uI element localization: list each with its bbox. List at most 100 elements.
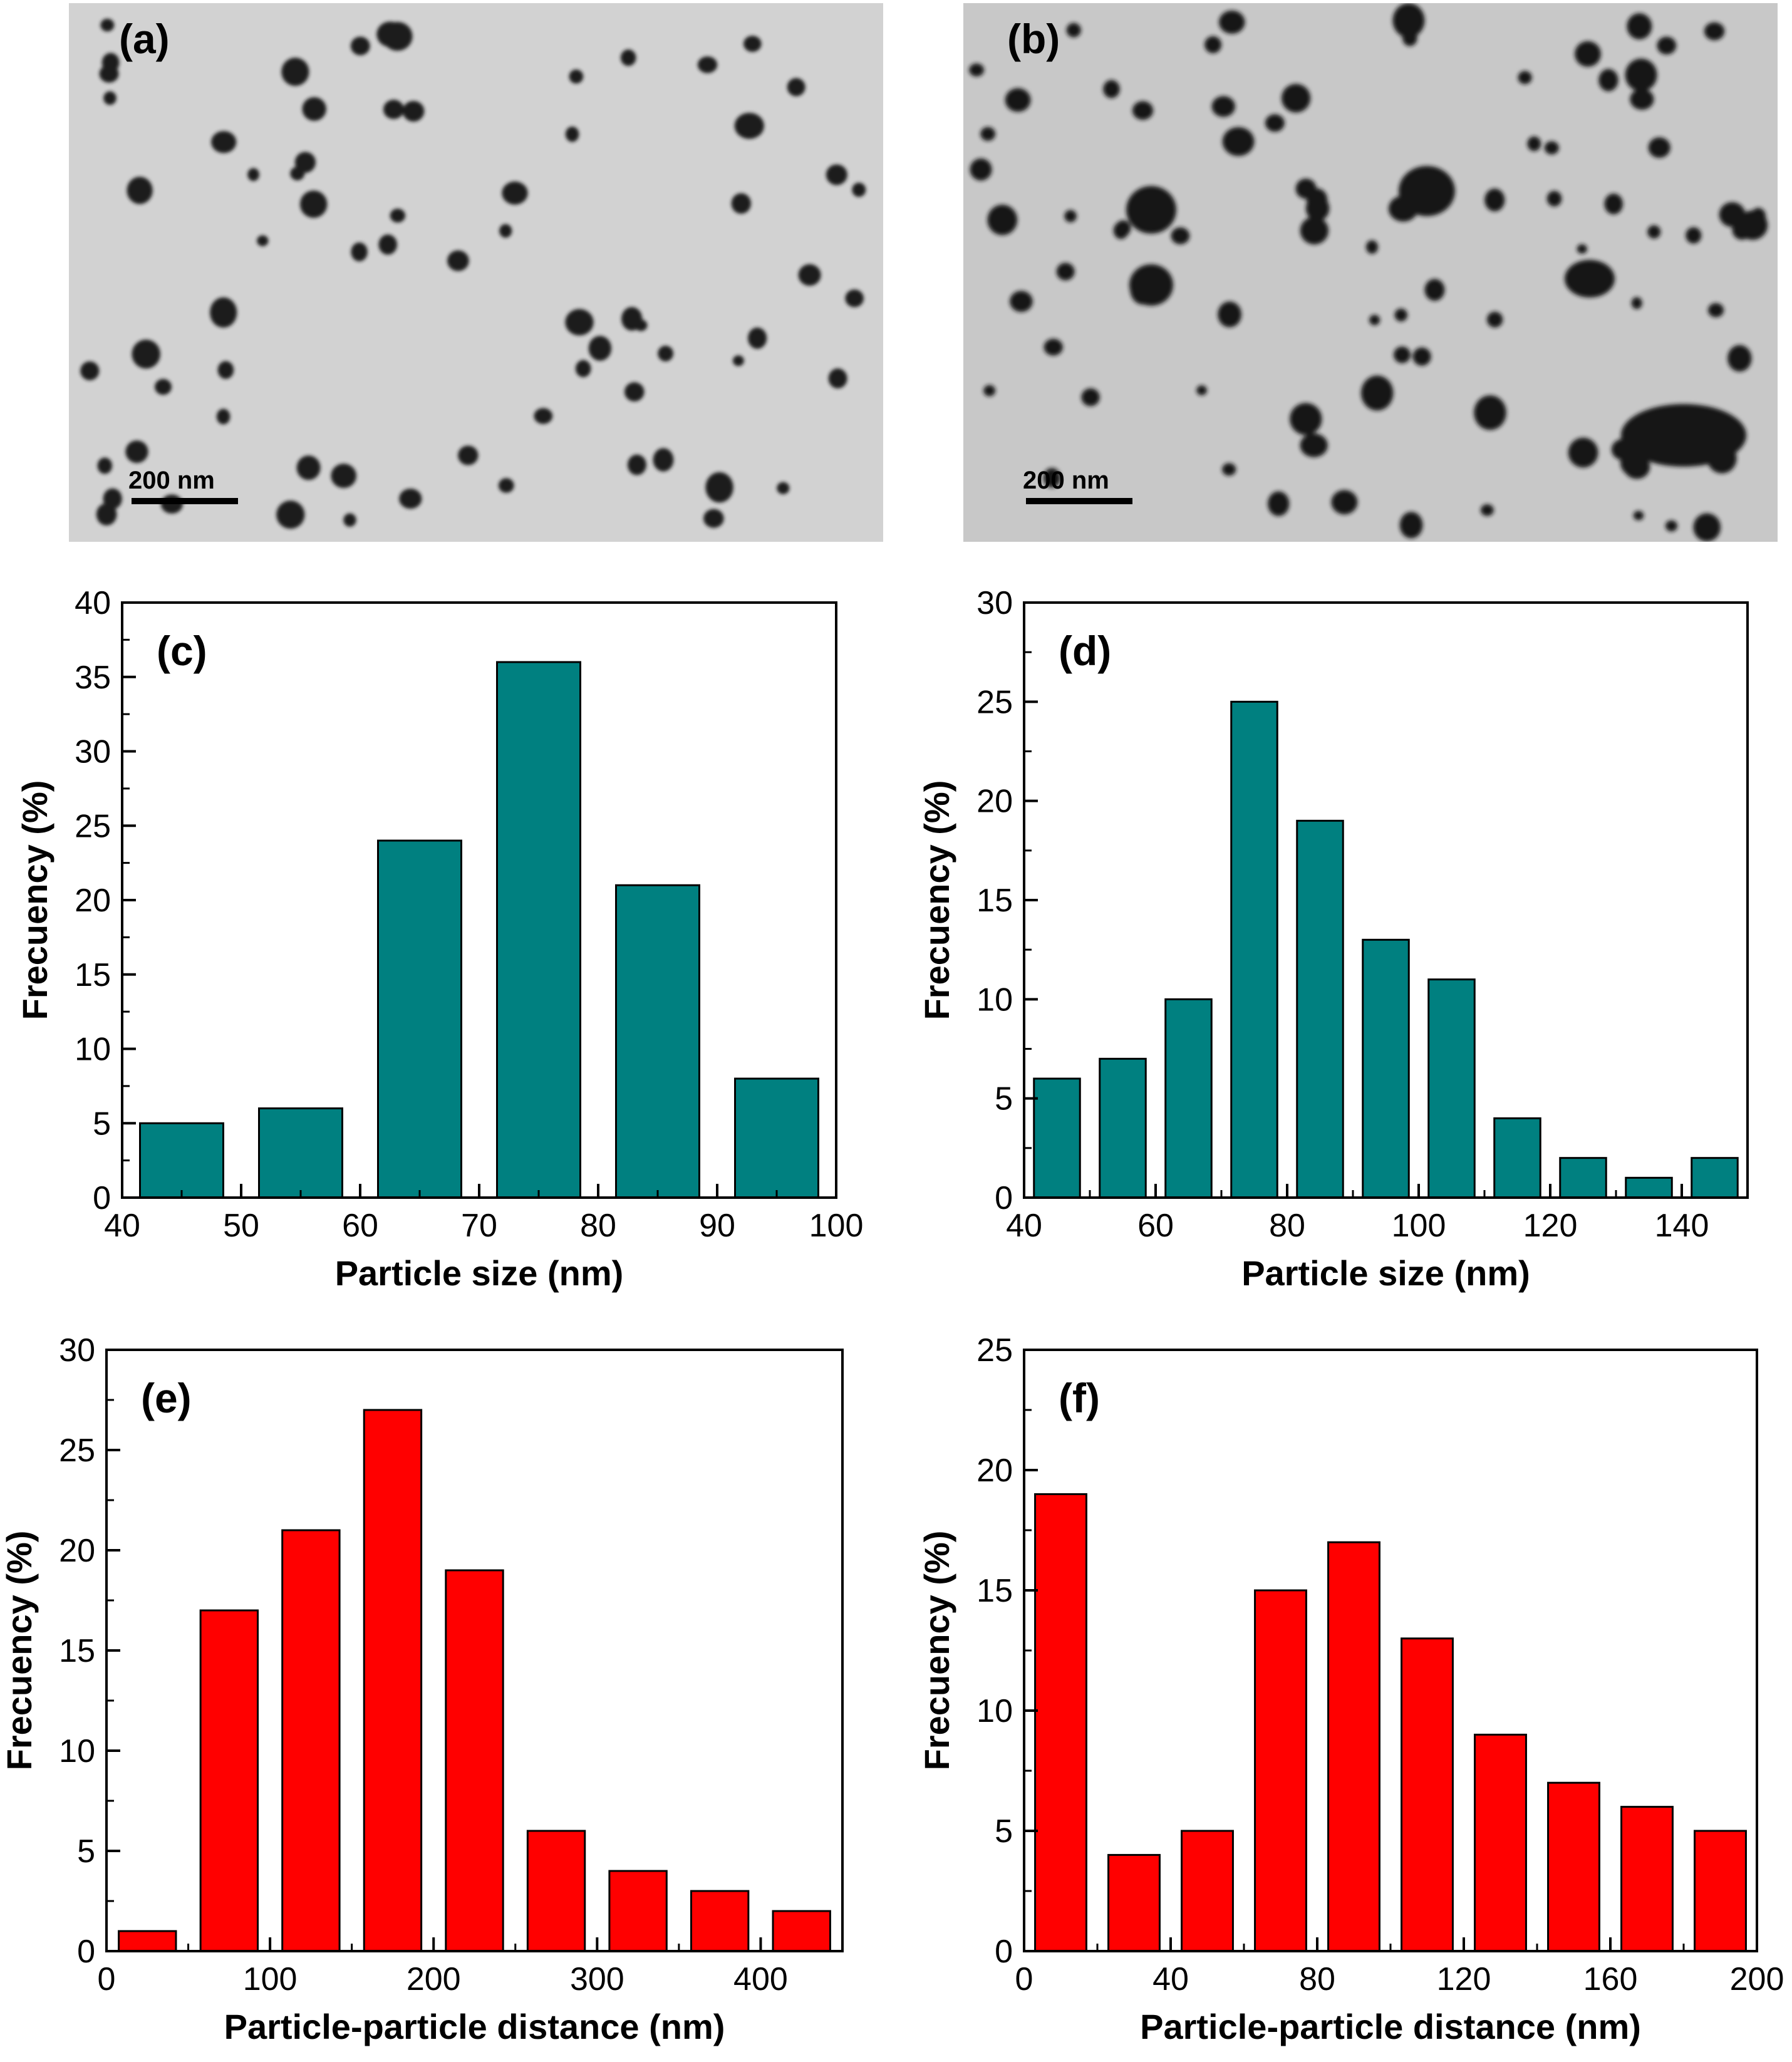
nanoparticle <box>1565 260 1615 298</box>
histogram-bar <box>1427 978 1476 1199</box>
histogram-bar <box>1181 1830 1234 1952</box>
nanoparticle <box>390 209 406 223</box>
nanoparticle <box>624 382 645 402</box>
nanoparticle <box>302 97 326 121</box>
histogram-bar <box>608 1870 668 1952</box>
y-tick-label: 30 <box>976 585 1013 621</box>
nanoparticle <box>247 168 259 182</box>
nanoparticle <box>1412 347 1431 366</box>
histogram-bar <box>1694 1830 1747 1952</box>
histogram-bar <box>734 1077 819 1199</box>
nanoparticle <box>734 113 764 139</box>
x-tick-label: 80 <box>1299 1961 1335 1997</box>
nanoparticle <box>653 448 674 472</box>
nanoparticle <box>498 478 514 493</box>
nanoparticle <box>1010 291 1033 313</box>
nanoparticle <box>1575 41 1601 67</box>
nanoparticle <box>1727 345 1752 372</box>
nanoparticle <box>575 360 591 378</box>
nanoparticle <box>969 63 985 77</box>
y-tick-label: 10 <box>976 982 1013 1018</box>
y-tick-label: 10 <box>59 1733 95 1769</box>
y-tick-label: 20 <box>976 1453 1013 1489</box>
tem-image-a: (a) 200 nm <box>69 3 883 542</box>
nanoparticle <box>1657 36 1677 54</box>
histogram-bar <box>1033 1077 1081 1199</box>
y-axis-title: Frecuency (%) <box>917 780 956 1020</box>
x-tick-label: 400 <box>733 1961 788 1997</box>
nanoparticle <box>970 158 992 181</box>
nanoparticle <box>1361 375 1394 411</box>
nanoparticle <box>1044 338 1063 356</box>
nanoparticle <box>1132 101 1154 120</box>
nanoparticle <box>787 78 805 96</box>
nanoparticle <box>1693 513 1721 542</box>
nanoparticle <box>281 58 309 86</box>
scale-bar-a <box>132 498 238 504</box>
nanoparticle <box>383 100 404 120</box>
nanoparticle <box>1648 137 1670 158</box>
y-tick-label: 20 <box>976 784 1013 820</box>
y-tick-label: 10 <box>976 1693 1013 1729</box>
histogram-bar <box>1107 1853 1161 1952</box>
nanoparticle <box>565 127 579 142</box>
histogram-bar <box>1164 998 1213 1199</box>
nanoparticle <box>296 455 321 480</box>
histogram-bar <box>258 1107 343 1199</box>
y-tick-label: 30 <box>59 1332 95 1369</box>
nanoparticle <box>1113 222 1129 239</box>
nanoparticle <box>1218 301 1241 328</box>
histogram-bar <box>199 1609 259 1952</box>
nanoparticle <box>1424 279 1445 301</box>
nanoparticle <box>1196 385 1207 396</box>
x-axis-title: Particle-particle distance (nm) <box>1140 2007 1641 2046</box>
nanoparticle <box>852 182 866 197</box>
nanoparticles-a <box>80 18 866 529</box>
nanoparticle <box>1474 395 1506 430</box>
nanoparticle <box>1307 188 1328 211</box>
nanoparticle <box>1751 207 1766 225</box>
tem-image-b: (b) 200 nm <box>963 3 1778 542</box>
x-tick-label: 120 <box>1437 1961 1491 1997</box>
nanoparticle <box>1282 84 1311 113</box>
nanoparticle <box>697 56 718 73</box>
x-tick-label: 80 <box>1269 1208 1305 1244</box>
x-tick-label: 140 <box>1655 1208 1709 1244</box>
nanoparticle <box>499 224 512 238</box>
y-tick-label: 5 <box>77 1833 95 1870</box>
histogram-bar <box>281 1529 341 1952</box>
nanoparticle <box>1568 437 1598 468</box>
nanoparticle <box>1392 3 1425 38</box>
nanoparticle <box>1399 166 1455 216</box>
nanoparticle <box>1686 227 1702 244</box>
y-tick-label: 25 <box>59 1433 95 1469</box>
y-tick-label: 15 <box>59 1633 95 1669</box>
histogram-bar <box>377 839 462 1199</box>
nanoparticle <box>1621 404 1746 467</box>
nanoparticle <box>731 193 752 214</box>
x-tick-label: 200 <box>407 1961 461 1997</box>
x-axis-title: Particle size (nm) <box>335 1253 624 1293</box>
nanoparticle <box>828 368 847 389</box>
panel-label: (f) <box>1059 1375 1100 1421</box>
nanoparticles-b <box>969 3 1768 542</box>
x-tick-label: 100 <box>1392 1208 1446 1244</box>
nanoparticle <box>1005 88 1031 112</box>
x-tick-label: 60 <box>1137 1208 1174 1244</box>
nanoparticle <box>402 101 425 122</box>
nanoparticle <box>1219 10 1245 34</box>
nanoparticle <box>1365 240 1379 254</box>
x-tick-label: 0 <box>1015 1961 1033 1997</box>
nanoparticle <box>1300 217 1328 245</box>
nanoparticle <box>1480 504 1494 516</box>
nanoparticle <box>1331 490 1358 515</box>
nanoparticle <box>80 361 100 381</box>
nanoparticle <box>103 91 117 105</box>
nanoparticle <box>1290 403 1322 435</box>
nanoparticle <box>210 297 237 328</box>
nanoparticle <box>1222 463 1236 476</box>
nanoparticle <box>101 53 120 73</box>
panel-label-a: (a) <box>119 16 170 62</box>
nanoparticle <box>1171 227 1190 244</box>
